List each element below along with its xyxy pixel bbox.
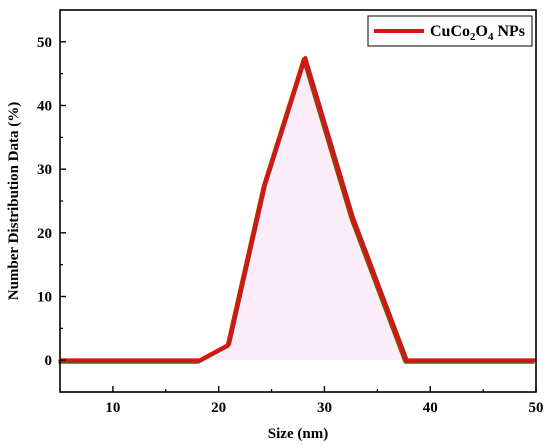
x-tick-label: 30 [317,400,332,416]
y-tick-label: 20 [37,226,52,242]
legend-subscript: 4 [488,31,494,43]
y-tick-label: 10 [37,290,52,306]
legend-label: CuCo2O4 NPs [430,23,525,43]
legend-text-part: O [476,23,488,40]
legend-subscript: 2 [470,31,476,43]
y-ticks: 0 10 20 30 40 50 [37,9,66,393]
x-tick-label: 40 [423,400,438,416]
x-tick-label: 10 [105,400,120,416]
x-ticks: 10 20 30 40 50 [59,386,544,416]
y-tick-label: 30 [37,162,52,178]
series-shading [60,57,536,361]
shading-layer [60,57,536,361]
y-axis-title: Number Distribution Data (%) [6,102,22,300]
legend-text-part: CuCo [430,23,470,40]
y-tick-label: 40 [37,99,52,115]
y-tick-label: 0 [45,353,53,369]
legend: CuCo2O4 NPs [367,15,533,47]
legend-text-part: NPs [493,23,525,40]
y-tick-label: 50 [37,35,52,51]
x-tick-label: 20 [211,400,226,416]
x-tick-label: 50 [529,400,544,416]
x-axis-title: Size (nm) [268,426,328,442]
series-layer [58,55,537,364]
